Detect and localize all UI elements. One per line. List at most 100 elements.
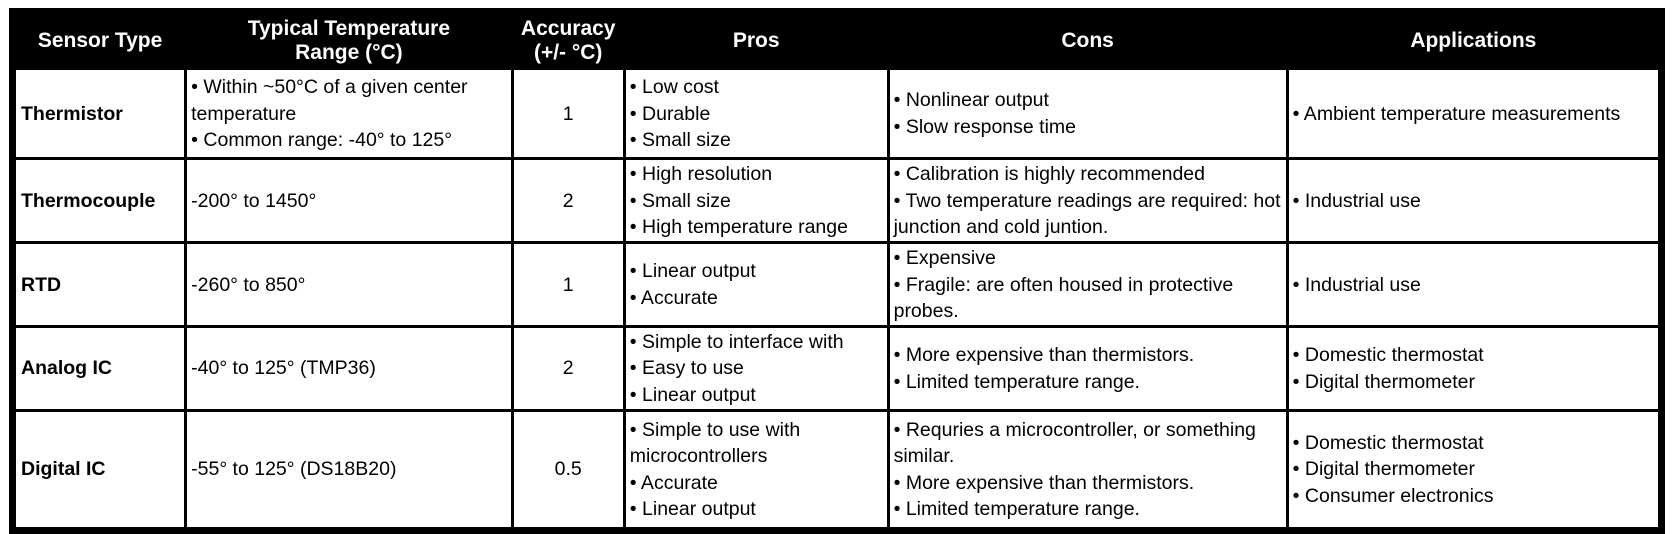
- cell-range: -40° to 125° (TMP36): [184, 325, 514, 413]
- cell-line: Typical Temperature: [247, 17, 451, 40]
- cell-line: • Domestic thermostat: [1292, 432, 1484, 455]
- cell-pros: • High resolution • Small size • High temp…: [622, 157, 890, 245]
- cell-line: • Fragile: are often housed in protectiv…: [893, 273, 1234, 322]
- cell-line: -200° to 1450°: [191, 189, 317, 212]
- cell-sensor: Analog IC: [10, 325, 188, 413]
- table-body: Thermistor • Within ~50°C of a given cent…: [10, 67, 1664, 533]
- table-header: Sensor Type Typical Temperature Range (°C)…: [10, 9, 1664, 71]
- cell-line: • Limited temperature range.: [893, 370, 1140, 393]
- cell-accuracy: 1: [510, 67, 626, 161]
- cell-line: Accuracy: [520, 17, 616, 40]
- cell-line: • Limited temperature range.: [893, 497, 1140, 520]
- cell-line: Digital IC: [21, 458, 106, 481]
- cell-applications: • Domestic thermostat • Digital thermomet…: [1285, 325, 1664, 413]
- cell-line: (+/- °C): [533, 41, 603, 65]
- column-header-applications: Applications: [1285, 9, 1664, 71]
- cell-line: • Low cost: [629, 76, 719, 99]
- cell-line: Range (°C): [295, 41, 403, 65]
- cell-line: • Two temperature readings are required:…: [893, 189, 1281, 238]
- temperature-sensor-comparison-table: Sensor Type Typical Temperature Range (°C)…: [9, 8, 1665, 534]
- cell-applications: • Industrial use: [1285, 157, 1664, 245]
- table-header-row: Sensor Type Typical Temperature Range (°C)…: [10, 9, 1664, 71]
- cell-line: • Industrial use: [1292, 273, 1421, 296]
- cell-line: • Ambient temperature measurements: [1292, 102, 1621, 125]
- cell-range: -55° to 125° (DS18B20): [184, 409, 514, 533]
- cell-line: • Within ~50°C of a given center tempera…: [191, 76, 468, 125]
- cell-line: 2: [562, 357, 574, 380]
- cell-line: 2: [562, 189, 574, 212]
- cell-accuracy: 2: [510, 157, 626, 245]
- cell-line: • High temperature range: [629, 215, 848, 238]
- column-header-accuracy: Accuracy (+/- °C): [510, 9, 626, 71]
- cell-applications: • Ambient temperature measurements: [1285, 67, 1664, 161]
- cell-line: Pros: [732, 29, 780, 53]
- cell-line: Analog IC: [21, 357, 112, 380]
- cell-line: • Linear output: [629, 497, 756, 520]
- cell-line: -55° to 125° (DS18B20): [191, 458, 397, 481]
- cell-line: Thermocouple: [21, 189, 156, 212]
- cell-line: • More expensive than thermistors.: [893, 344, 1195, 367]
- column-header-range: Typical Temperature Range (°C): [184, 9, 514, 71]
- cell-line: • Digital thermometer: [1292, 370, 1476, 393]
- cell-line: • Requries a microcontroller, or somethi…: [893, 418, 1256, 468]
- cell-range: • Within ~50°C of a given center tempera…: [184, 67, 514, 161]
- cell-line: • Domestic thermostat: [1292, 344, 1484, 367]
- cell-line: • High resolution: [629, 163, 773, 186]
- cell-line: 1: [562, 102, 574, 125]
- cell-cons: • Expensive • Fragile: are often housed i…: [886, 241, 1289, 329]
- table-row: RTD -260° to 850° 1 • Linear output • Accura…: [10, 241, 1664, 329]
- cell-applications: • Industrial use: [1285, 241, 1664, 329]
- cell-line: • Small size: [629, 128, 731, 151]
- cell-line: • Simple to interface with: [629, 331, 844, 354]
- cell-line: • Slow response time: [893, 115, 1076, 138]
- cell-cons: • Requries a microcontroller, or somethi…: [886, 409, 1289, 533]
- cell-line: • Digital thermometer: [1292, 458, 1476, 481]
- cell-accuracy: 0.5: [510, 409, 626, 533]
- table-row: Thermocouple -200° to 1450° 2 • High resolu…: [10, 157, 1664, 245]
- cell-line: • Simple to use with microcontrollers: [629, 418, 801, 468]
- cell-line: • Consumer electronics: [1292, 484, 1494, 507]
- table-row: Digital IC -55° to 125° (DS18B20) 0.5 • Sim…: [10, 409, 1664, 533]
- cell-accuracy: 1: [510, 241, 626, 329]
- column-header-pros: Pros: [622, 9, 890, 71]
- cell-line: Applications: [1410, 29, 1537, 53]
- table-row: Analog IC -40° to 125° (TMP36) 2 • Simple t…: [10, 325, 1664, 413]
- cell-sensor: RTD: [10, 241, 188, 329]
- cell-line: • Nonlinear output: [893, 89, 1049, 112]
- cell-line: -260° to 850°: [191, 273, 306, 296]
- cell-line: RTD: [21, 273, 62, 296]
- cell-accuracy: 2: [510, 325, 626, 413]
- cell-line: • More expensive than thermistors.: [893, 471, 1195, 494]
- cell-range: -200° to 1450°: [184, 157, 514, 245]
- cell-line: • Linear output: [629, 260, 756, 283]
- cell-line: 0.5: [554, 458, 582, 481]
- table-row: Thermistor • Within ~50°C of a given cent…: [10, 67, 1664, 161]
- cell-pros: • Simple to use with microcontrollers • A…: [622, 409, 890, 533]
- cell-line: Sensor Type: [37, 29, 163, 53]
- cell-sensor: Thermistor: [10, 67, 188, 161]
- cell-sensor: Thermocouple: [10, 157, 188, 245]
- cell-line: • Easy to use: [629, 357, 744, 380]
- cell-line: -40° to 125° (TMP36): [191, 357, 376, 380]
- column-header-cons: Cons: [886, 9, 1289, 71]
- cell-line: • Small size: [629, 189, 731, 212]
- cell-applications: • Domestic thermostat • Digital thermomet…: [1285, 409, 1664, 533]
- cell-line: Cons: [1061, 29, 1114, 53]
- cell-pros: • Simple to interface with • Easy to use •…: [622, 325, 890, 413]
- cell-line: • Accurate: [629, 471, 718, 494]
- cell-pros: • Linear output • Accurate: [622, 241, 890, 329]
- cell-line: • Accurate: [629, 286, 718, 309]
- cell-pros: • Low cost • Durable • Small size: [622, 67, 890, 161]
- cell-line: • Calibration is highly recommended: [893, 163, 1205, 186]
- cell-range: -260° to 850°: [184, 241, 514, 329]
- cell-cons: • More expensive than thermistors. • Limi…: [886, 325, 1289, 413]
- column-header-sensor: Sensor Type: [10, 9, 188, 71]
- cell-line: Thermistor: [21, 102, 123, 125]
- cell-sensor: Digital IC: [10, 409, 188, 533]
- cell-line: • Common range: -40° to 125°: [191, 128, 453, 151]
- cell-line: 1: [562, 273, 574, 296]
- cell-line: • Industrial use: [1292, 189, 1421, 212]
- cell-cons: • Nonlinear output • Slow response time: [886, 67, 1289, 161]
- cell-line: • Expensive: [893, 247, 996, 270]
